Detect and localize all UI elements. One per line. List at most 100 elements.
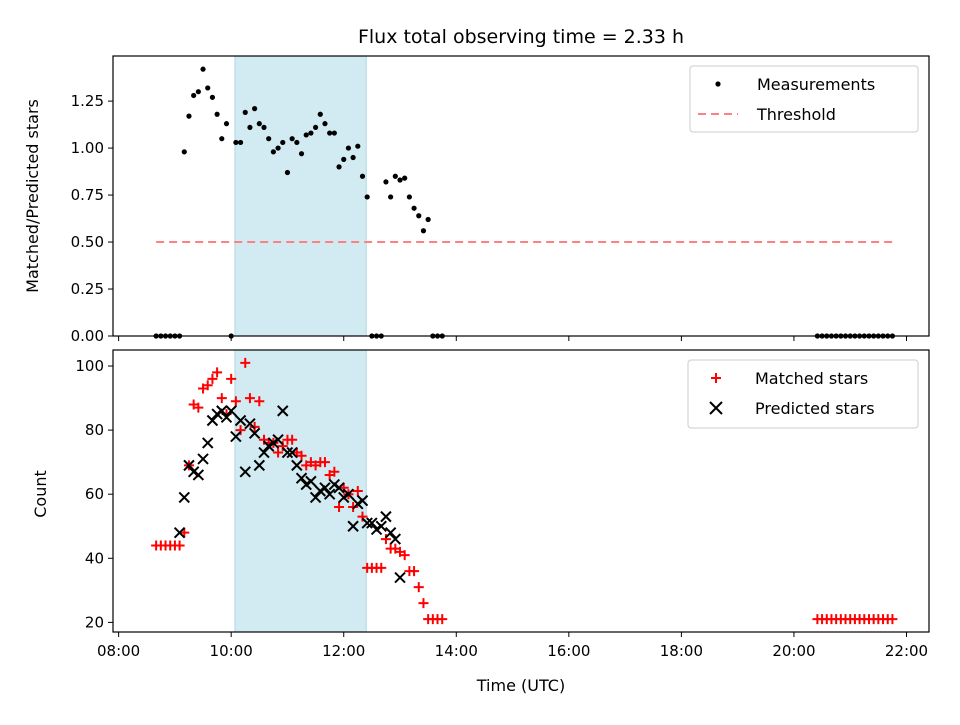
measurement-point	[322, 121, 328, 127]
measurement-point	[237, 139, 244, 146]
predicted-point	[230, 430, 242, 443]
predicted-point	[206, 414, 219, 427]
measurement-point	[336, 164, 342, 170]
measurement-point	[205, 85, 211, 91]
matched-point	[226, 373, 237, 384]
matched-point	[277, 441, 288, 452]
measurement-point	[252, 106, 258, 112]
predicted-point	[375, 520, 387, 532]
predicted-point	[183, 459, 195, 472]
matched-point	[437, 614, 448, 625]
predicted-point	[356, 494, 369, 507]
predicted-point	[220, 411, 233, 424]
top-y-tick-label: 0.00	[71, 327, 104, 345]
predicted-point	[347, 520, 359, 532]
x-tick-label: 14:00	[435, 642, 478, 660]
measurement-point	[247, 124, 253, 131]
predicted-point	[342, 488, 355, 500]
matched-point	[380, 534, 391, 545]
legend-marker-matched	[711, 373, 721, 383]
matched-point	[348, 502, 359, 513]
predicted-point	[234, 414, 247, 427]
matched-point	[376, 562, 387, 573]
predicted-point	[258, 446, 270, 459]
measurement-point	[270, 149, 276, 155]
matched-point	[409, 566, 420, 577]
matched-point	[399, 550, 410, 561]
measurement-point	[416, 213, 422, 219]
matched-point	[287, 434, 298, 445]
measurement-point	[303, 132, 309, 138]
measurement-point	[397, 177, 403, 183]
top-y-tick-label: 0.25	[71, 280, 104, 298]
measurement-point	[383, 179, 389, 185]
legend-box	[687, 359, 919, 429]
measurement-point	[294, 139, 300, 146]
top-y-tick-label: 0.75	[71, 186, 104, 204]
bottom-y-axis-label: Count	[31, 470, 50, 518]
matched-point	[244, 393, 255, 404]
matched-point	[207, 373, 218, 384]
matched-point	[193, 402, 204, 413]
top-panel-frame	[112, 55, 930, 337]
predicted-point	[178, 491, 190, 504]
predicted-point	[248, 427, 261, 440]
legend-label-matched-stars: Matched stars	[755, 369, 868, 388]
measurement-point	[186, 113, 192, 119]
measurement-point	[298, 151, 305, 157]
predicted-point	[366, 517, 378, 529]
predicted-point	[295, 472, 308, 484]
bottom-y-tick-label: 40	[85, 549, 104, 567]
top-observing-span	[234, 55, 367, 337]
predicted-point	[197, 453, 209, 465]
bottom-panel-frame	[112, 349, 930, 633]
measurement-point	[308, 130, 314, 136]
measurement-point	[420, 228, 427, 234]
measurement-point	[266, 136, 272, 142]
legend-box	[689, 65, 919, 133]
matched-point	[418, 598, 429, 609]
predicted-point	[286, 446, 298, 459]
predicted-point	[244, 417, 256, 430]
x-tick-label: 16:00	[547, 642, 590, 660]
measurement-point	[280, 139, 286, 146]
measurement-point	[411, 205, 417, 211]
measurement-point	[181, 149, 187, 155]
measurement-point	[223, 121, 230, 127]
matched-point	[887, 614, 898, 625]
bottom-legend: Matched stars Predicted stars	[687, 359, 919, 429]
predicted-point	[281, 446, 294, 459]
legend-marker-predicted	[709, 401, 723, 415]
matched-point	[212, 367, 223, 378]
x-tick-label: 10:00	[210, 642, 253, 660]
matched-point	[357, 511, 368, 522]
legend-label-predicted-stars: Predicted stars	[755, 399, 875, 418]
predicted-point	[305, 475, 317, 488]
predicted-point	[389, 533, 402, 545]
measurement-point	[256, 121, 262, 127]
top-y-tick-label: 0.50	[71, 233, 104, 251]
measurement-point	[284, 169, 291, 176]
x-tick-label: 20:00	[772, 642, 815, 660]
measurement-point	[345, 145, 352, 151]
measurement-point	[275, 145, 281, 151]
measurement-point	[191, 92, 197, 99]
predicted-point	[192, 469, 205, 481]
predicted-point	[394, 571, 406, 584]
measurement-point	[341, 156, 347, 162]
matched-point	[235, 425, 246, 436]
predicted-point	[216, 405, 228, 417]
predicted-point	[239, 466, 251, 478]
matched-point	[334, 502, 345, 513]
top-y-tick-label: 1.00	[71, 139, 104, 157]
matched-point	[174, 540, 185, 551]
top-y-tick-label: 1.25	[71, 92, 104, 110]
measurement-point	[406, 194, 412, 200]
measurement-point	[402, 175, 408, 181]
measurement-point	[388, 194, 394, 200]
matched-point	[216, 393, 227, 404]
legend-marker-measurements	[715, 81, 721, 87]
measurement-point	[195, 89, 201, 95]
